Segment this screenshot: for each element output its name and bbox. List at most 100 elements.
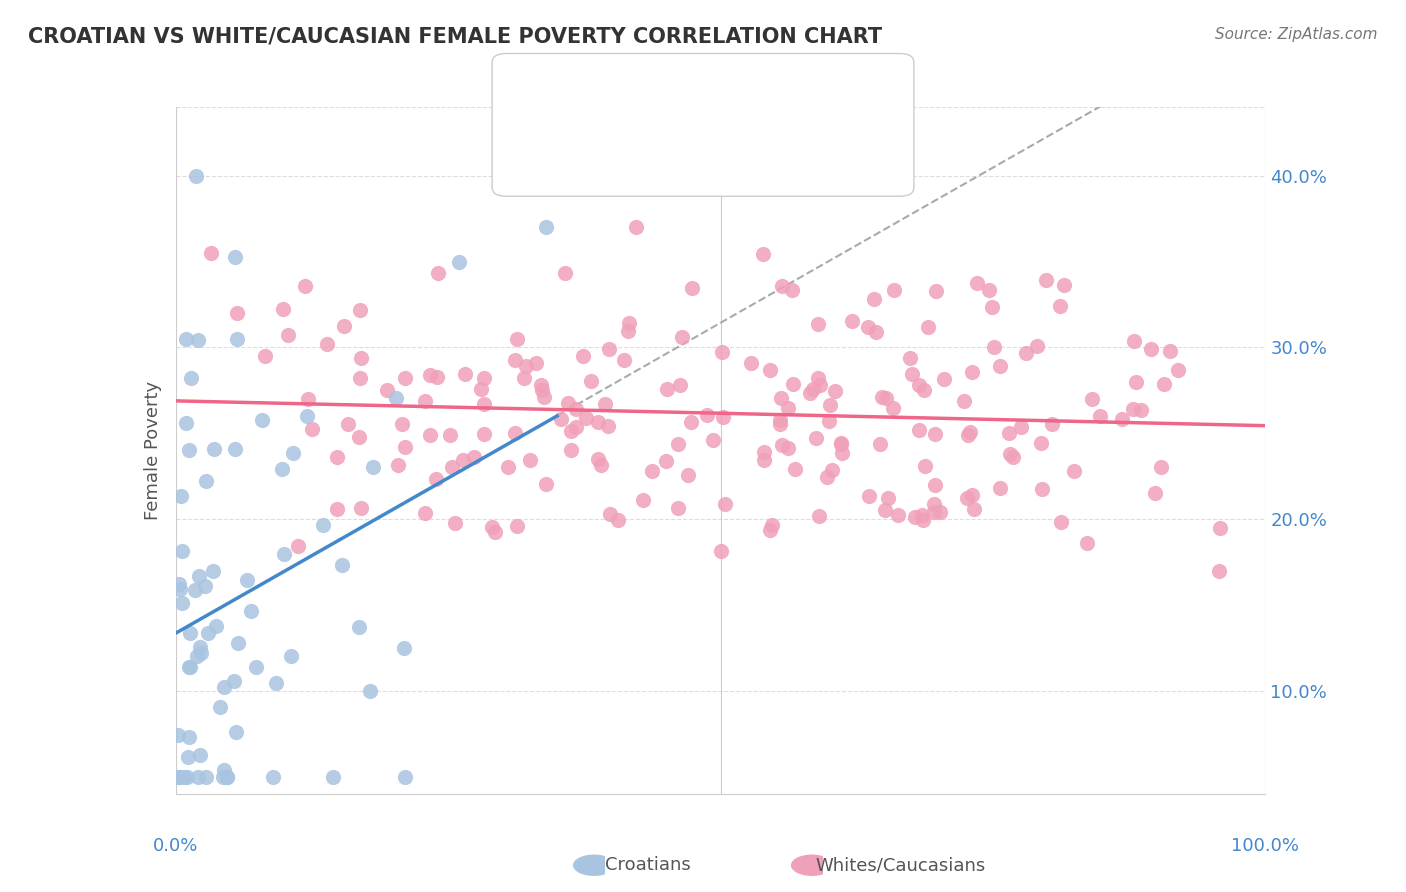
Point [858, 320, 880, 334]
Point [1111, 411, 1133, 425]
Point [887, 508, 910, 522]
Point [1125, 376, 1147, 390]
Point [273, 547, 295, 561]
Point [394, 371, 416, 385]
Point [761, 517, 783, 532]
Point [506, 332, 529, 346]
Point [617, 324, 640, 338]
Point [240, 604, 263, 618]
Point [925, 285, 948, 299]
Point [179, 730, 201, 744]
Text: ZIPatlas: ZIPatlas [547, 53, 894, 127]
Point [752, 453, 775, 467]
Point [1208, 564, 1230, 578]
Point [184, 583, 207, 598]
Point [187, 770, 209, 784]
Point [297, 392, 319, 407]
Point [875, 391, 897, 405]
Point [439, 428, 461, 442]
Point [770, 438, 793, 452]
Point [534, 220, 557, 235]
Point [326, 450, 349, 464]
Point [224, 673, 246, 688]
Point [599, 507, 621, 521]
Point [301, 421, 323, 435]
Point [347, 430, 370, 444]
Point [170, 596, 193, 610]
Point [217, 770, 239, 784]
Point [557, 396, 579, 410]
Point [821, 463, 844, 477]
Point [922, 505, 945, 519]
Point [245, 659, 267, 673]
Point [209, 700, 232, 714]
Point [554, 267, 576, 281]
Point [326, 501, 349, 516]
Point [236, 573, 259, 587]
Point [472, 370, 495, 384]
Point [752, 246, 775, 260]
Point [560, 424, 582, 438]
Point [277, 327, 299, 342]
Point [655, 383, 678, 397]
Point [463, 450, 485, 464]
Point [190, 646, 212, 660]
Point [877, 491, 900, 506]
Point [586, 416, 609, 430]
Point [281, 446, 304, 460]
Point [297, 409, 319, 423]
Point [758, 362, 780, 376]
Point [503, 352, 526, 367]
Text: 200: 200 [813, 147, 851, 165]
Point [1123, 334, 1146, 348]
Point [917, 320, 939, 334]
Point [641, 464, 664, 478]
Point [1040, 417, 1063, 432]
Point [167, 576, 190, 591]
Point [960, 488, 983, 502]
Point [863, 292, 886, 306]
Point [425, 473, 447, 487]
Point [953, 394, 976, 409]
Point [959, 425, 981, 440]
Point [413, 506, 436, 520]
Point [934, 372, 956, 386]
Point [830, 436, 852, 450]
Point [654, 454, 676, 468]
Point [579, 374, 602, 388]
Point [956, 491, 979, 505]
Point [666, 436, 689, 450]
Point [186, 649, 208, 664]
Point [534, 476, 557, 491]
Point [957, 427, 980, 442]
Point [174, 332, 197, 346]
Point [681, 415, 703, 429]
Point [714, 497, 737, 511]
Text: Croatians: Croatians [605, 856, 690, 874]
Point [759, 523, 782, 537]
Point [912, 384, 935, 398]
Point [740, 356, 762, 370]
Point [187, 333, 209, 347]
Point [681, 281, 703, 295]
Point [1129, 403, 1152, 417]
Point [678, 468, 700, 483]
Point [1010, 420, 1032, 434]
Point [882, 401, 904, 416]
Point [904, 509, 927, 524]
Point [752, 445, 775, 459]
Point [769, 391, 792, 405]
Text: CROATIAN VS WHITE/CAUCASIAN FEMALE POVERTY CORRELATION CHART: CROATIAN VS WHITE/CAUCASIAN FEMALE POVER… [28, 27, 882, 46]
Point [1159, 344, 1181, 359]
Point [214, 763, 236, 777]
Point [817, 469, 839, 483]
Point [375, 383, 398, 397]
Point [426, 266, 449, 280]
Point [506, 519, 529, 533]
Point [1088, 409, 1111, 424]
Point [696, 408, 718, 422]
Point [912, 513, 935, 527]
Point [711, 410, 734, 425]
Point [808, 378, 831, 392]
Point [280, 648, 302, 663]
